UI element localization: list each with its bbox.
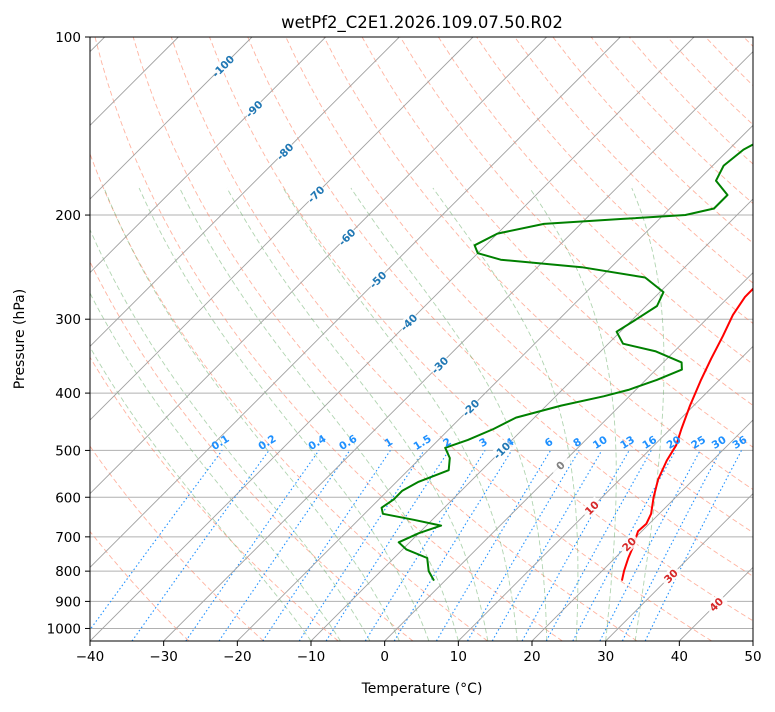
- y-axis-label: Pressure (hPa): [12, 289, 28, 389]
- y-tick-label: 600: [55, 490, 81, 506]
- x-tick-label: 0: [380, 649, 389, 665]
- y-tick-label: 1000: [47, 621, 81, 637]
- x-tick-label: 40: [671, 649, 688, 665]
- y-tick-label: 300: [55, 312, 81, 328]
- x-tick-label: −10: [297, 649, 326, 665]
- x-tick-label: −30: [149, 649, 178, 665]
- x-tick-label: 50: [744, 649, 761, 665]
- y-tick-label: 700: [55, 530, 81, 546]
- x-tick-label: 20: [523, 649, 540, 665]
- x-axis-label: Temperature (°C): [361, 681, 483, 697]
- x-tick-label: −20: [223, 649, 252, 665]
- y-tick-label: 800: [55, 564, 81, 580]
- y-tick-label: 100: [55, 30, 81, 46]
- y-tick-label: 400: [55, 386, 81, 402]
- y-tick-label: 900: [55, 594, 81, 610]
- x-tick-label: −40: [76, 649, 105, 665]
- x-tick-label: 10: [450, 649, 467, 665]
- chart-title: wetPf2_C2E1.2026.109.07.50.R02: [281, 13, 563, 33]
- y-tick-label: 500: [55, 443, 81, 459]
- y-tick-label: 200: [55, 208, 81, 224]
- x-tick-label: 30: [597, 649, 614, 665]
